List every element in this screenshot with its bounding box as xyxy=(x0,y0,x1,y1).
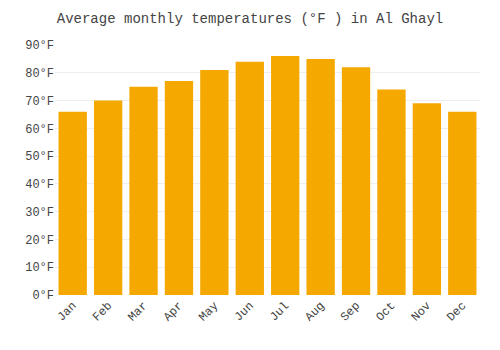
svg-text:Sep: Sep xyxy=(338,299,363,324)
svg-text:Jan: Jan xyxy=(55,299,80,324)
svg-text:Nov: Nov xyxy=(409,299,434,324)
svg-text:Feb: Feb xyxy=(90,299,115,324)
svg-text:20°F: 20°F xyxy=(25,234,54,248)
svg-text:May: May xyxy=(196,299,221,324)
svg-text:Oct: Oct xyxy=(373,299,398,324)
svg-text:Mar: Mar xyxy=(125,299,150,324)
svg-text:Aug: Aug xyxy=(303,299,328,324)
svg-text:0°F: 0°F xyxy=(32,289,54,303)
svg-text:Average monthly temperatures (: Average monthly temperatures (°F ) in Al… xyxy=(57,11,443,27)
svg-text:40°F: 40°F xyxy=(25,178,54,192)
svg-text:Dec: Dec xyxy=(444,299,469,324)
svg-text:10°F: 10°F xyxy=(25,261,54,275)
svg-text:Apr: Apr xyxy=(161,299,186,324)
svg-text:80°F: 80°F xyxy=(25,67,54,81)
svg-text:Jun: Jun xyxy=(232,299,257,324)
svg-text:70°F: 70°F xyxy=(25,95,54,109)
svg-text:60°F: 60°F xyxy=(25,123,54,137)
svg-text:30°F: 30°F xyxy=(25,206,54,220)
svg-text:50°F: 50°F xyxy=(25,150,54,164)
svg-text:Jul: Jul xyxy=(267,299,292,324)
svg-text:90°F: 90°F xyxy=(25,39,54,53)
